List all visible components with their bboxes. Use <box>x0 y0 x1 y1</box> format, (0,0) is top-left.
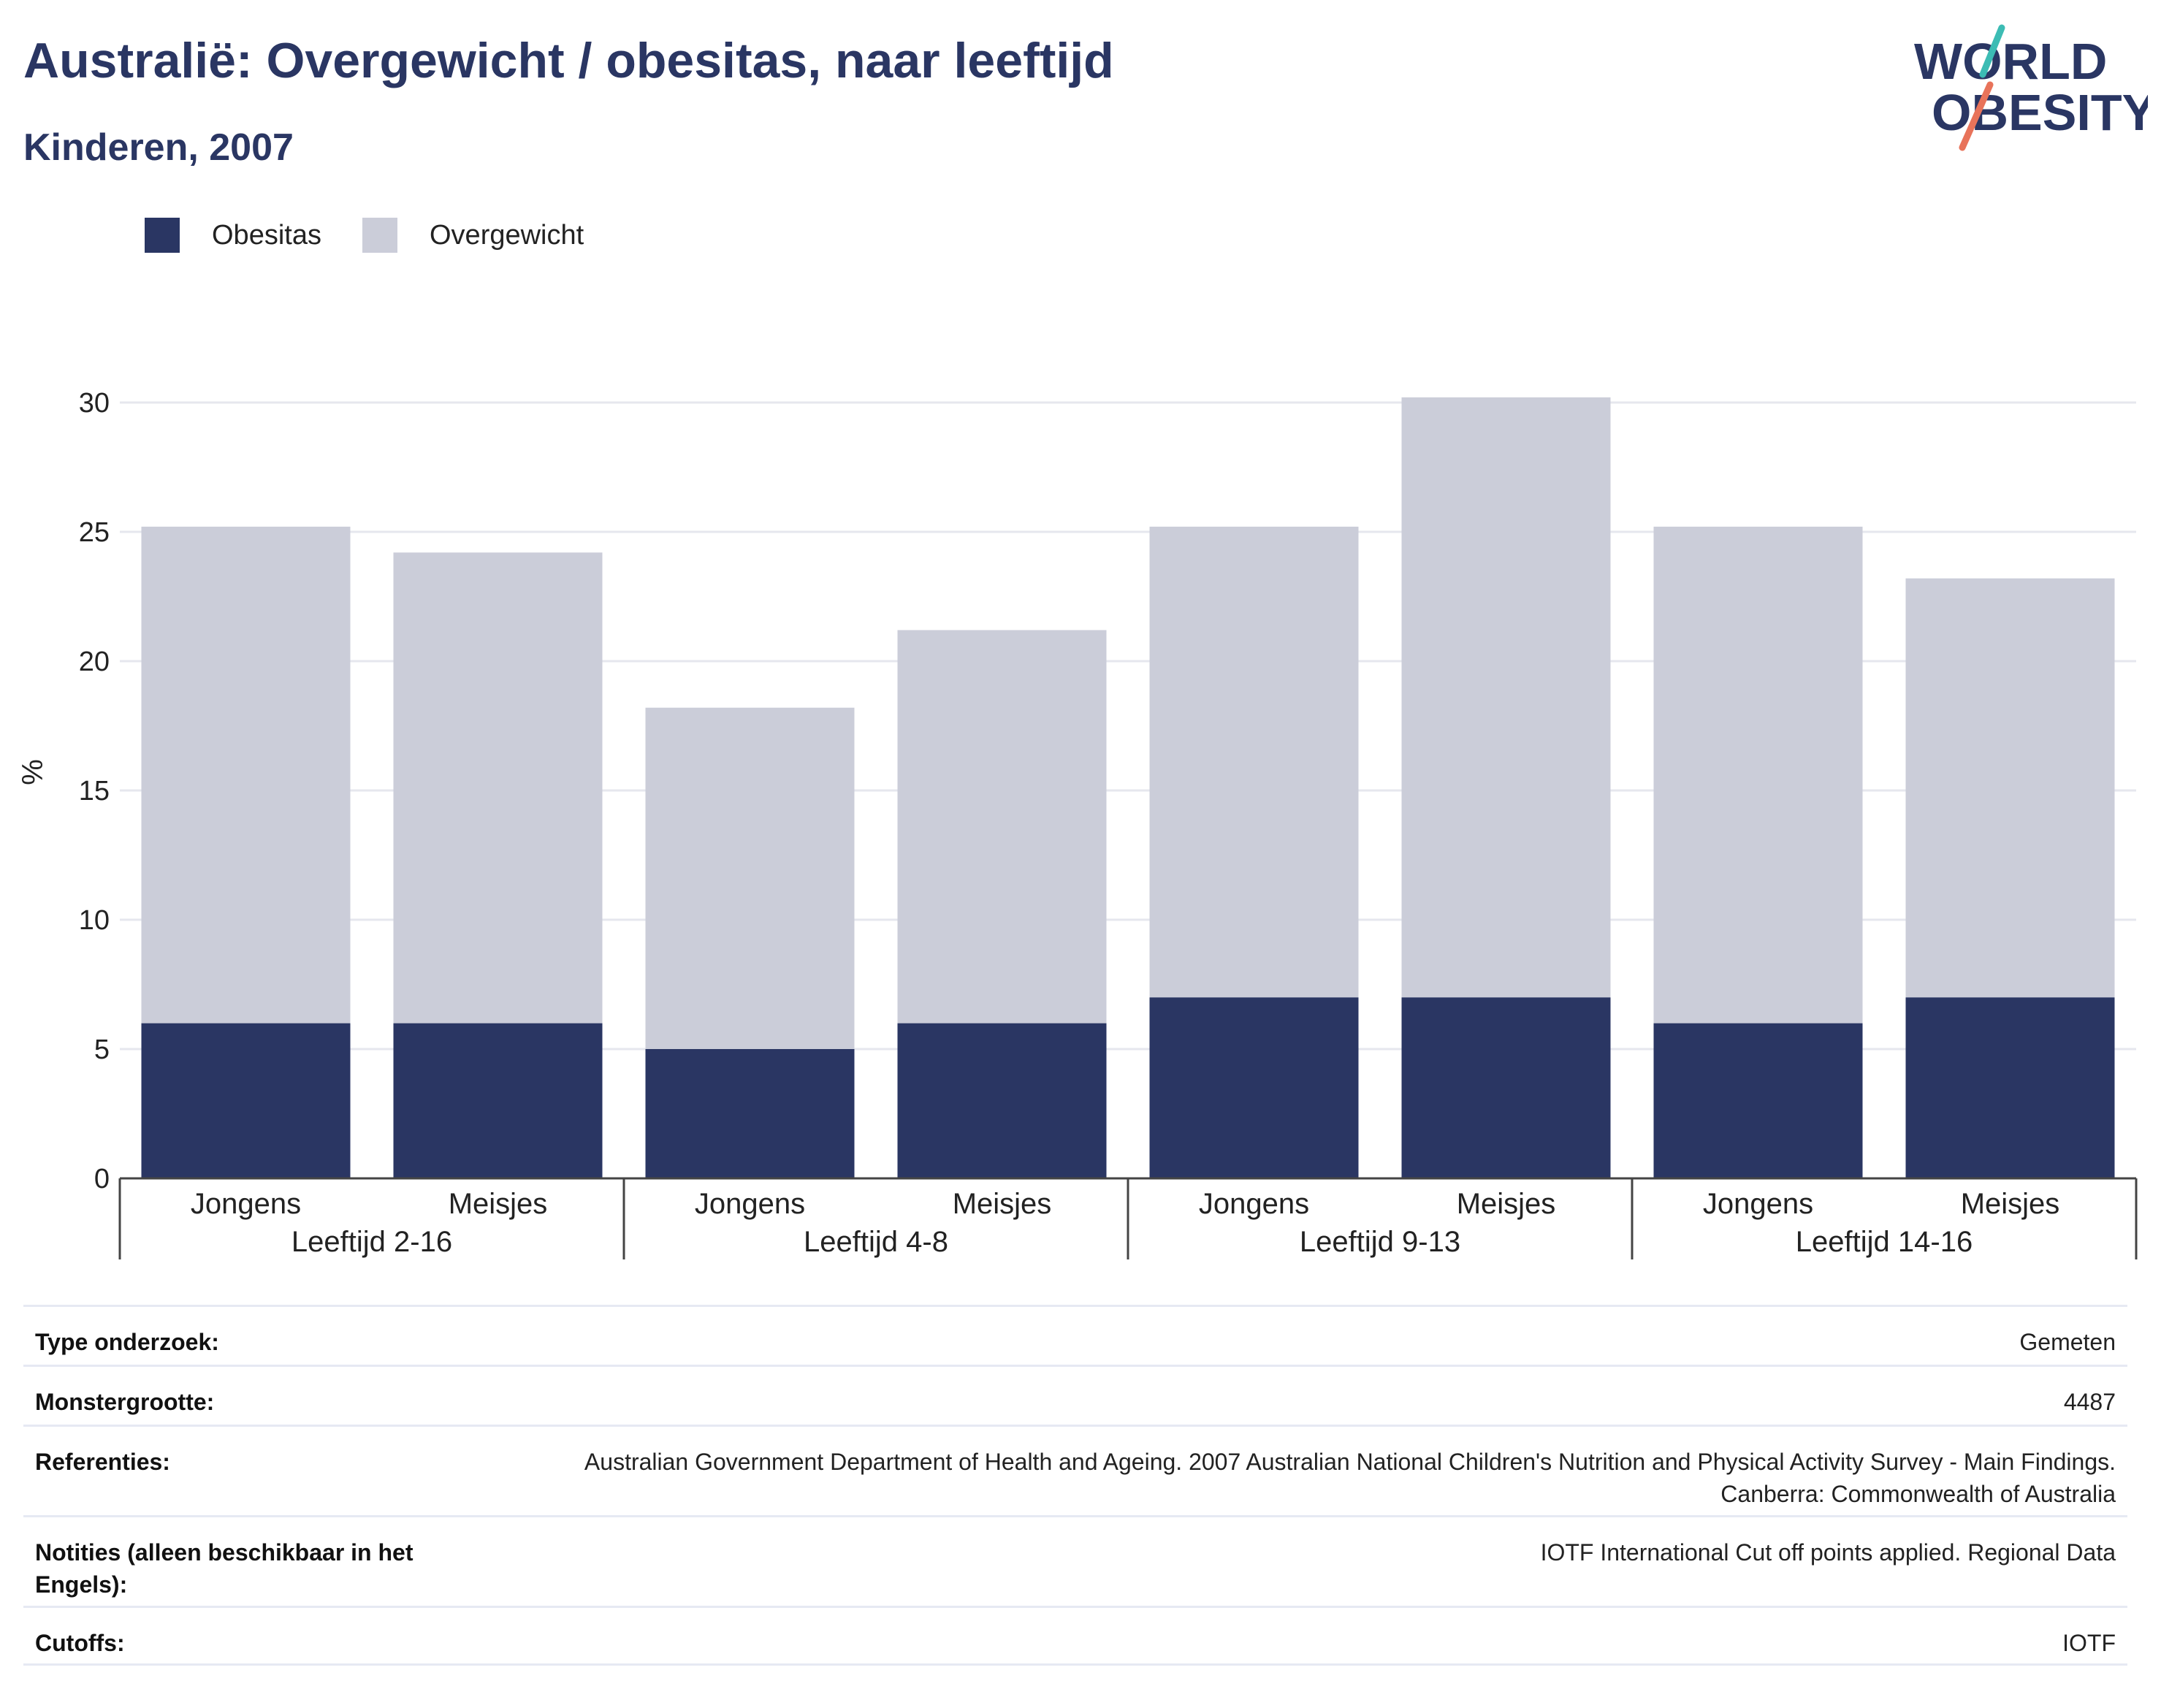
info-key: Referenties: <box>35 1449 170 1475</box>
bar-obesitas-6 <box>1401 997 1611 1178</box>
bar-overgewicht-5 <box>1149 526 1359 998</box>
y-tick-label: 10 <box>79 905 110 936</box>
bar-overgewicht-7 <box>1653 526 1863 1023</box>
bar-obesitas-8 <box>1905 997 2115 1178</box>
legend-item-obesitas[interactable]: Obesitas <box>145 216 321 254</box>
x-group-label: Leeftijd 9-13 <box>1300 1226 1460 1258</box>
bar-overgewicht-1 <box>141 526 351 1023</box>
bar-obesitas-2 <box>393 1023 603 1178</box>
bar-obesitas-7 <box>1653 1023 1863 1178</box>
y-tick-label: 20 <box>79 647 110 677</box>
info-row: Referenties: Australian Government Depart… <box>23 1425 2127 1515</box>
x-category-label: Jongens <box>695 1188 805 1220</box>
x-group-label: Leeftijd 2-16 <box>291 1226 452 1258</box>
info-key: Cutoffs: <box>35 1630 125 1656</box>
x-category-label: Jongens <box>1199 1188 1309 1220</box>
info-row: Cutoffs: IOTF <box>23 1606 2127 1666</box>
bar-obesitas-5 <box>1149 997 1359 1178</box>
x-group-label: Leeftijd 14-16 <box>1796 1226 1973 1258</box>
info-value: IOTF International Cut off points applie… <box>1540 1539 2116 1566</box>
y-tick-label: 30 <box>79 388 110 419</box>
legend-swatch-overgewicht <box>362 218 397 253</box>
info-value: Gemeten <box>2019 1329 2116 1355</box>
info-key: Monstergrootte: <box>35 1389 215 1415</box>
info-value: 4487 <box>2063 1389 2116 1415</box>
x-category-label: Jongens <box>191 1188 301 1220</box>
info-table: Type onderzoek: Gemeten Monstergrootte: 448… <box>23 1305 2127 1666</box>
bar-overgewicht-4 <box>897 630 1107 1023</box>
y-tick-label: 15 <box>79 776 110 807</box>
logo-slash-teal <box>1979 24 2005 78</box>
y-tick-label: 25 <box>79 517 110 548</box>
bar-obesitas-3 <box>645 1049 855 1178</box>
x-category-label: Jongens <box>1703 1188 1813 1220</box>
bar-overgewicht-3 <box>645 707 855 1049</box>
page-title: Australië: Overgewicht / obesitas, naar … <box>23 33 1114 88</box>
info-key: Notities (alleen beschikbaar in het Enge… <box>35 1539 413 1598</box>
bar-overgewicht-8 <box>1905 578 2115 998</box>
y-axis-label: % <box>17 759 49 785</box>
legend-label-obesitas: Obesitas <box>212 219 321 251</box>
world-obesity-logo: WORLD OBESITY <box>1914 24 2148 151</box>
bar-obesitas-4 <box>897 1023 1107 1178</box>
x-category-label: Meisjes <box>1961 1188 2060 1220</box>
info-row: Type onderzoek: Gemeten <box>23 1305 2127 1365</box>
info-row: Monstergrootte: 4487 <box>23 1365 2127 1425</box>
bar-chart: 0 5 10 15 20 25 30% Jongens Meisjes Jongens Meisje… <box>17 388 2138 1259</box>
y-tick-label: 5 <box>94 1034 110 1065</box>
logo-word-world: WORLD <box>1914 33 2107 90</box>
legend-swatch-obesitas <box>145 218 180 253</box>
info-value: IOTF <box>2062 1630 2116 1656</box>
x-category-label: Meisjes <box>1457 1188 1556 1220</box>
page-subtitle: Kinderen, 2007 <box>23 126 294 169</box>
bar-obesitas-1 <box>141 1023 351 1178</box>
x-category-label: Meisjes <box>449 1188 548 1220</box>
logo-slash-coral <box>1959 81 1994 151</box>
legend-label-overgewicht: Overgewicht <box>430 219 584 251</box>
bar-overgewicht-6 <box>1401 397 1611 998</box>
bar-overgewicht-2 <box>393 552 603 1023</box>
x-category-label: Meisjes <box>953 1188 1052 1220</box>
info-key: Type onderzoek: <box>35 1329 219 1355</box>
info-value: Australian Government Department of Heal… <box>584 1449 2116 1507</box>
info-row: Notities (alleen beschikbaar in het Enge… <box>23 1515 2127 1606</box>
x-group-label: Leeftijd 4-8 <box>804 1226 948 1258</box>
legend-item-overgewicht[interactable]: Overgewicht <box>362 216 584 254</box>
y-tick-label: 0 <box>94 1164 110 1194</box>
